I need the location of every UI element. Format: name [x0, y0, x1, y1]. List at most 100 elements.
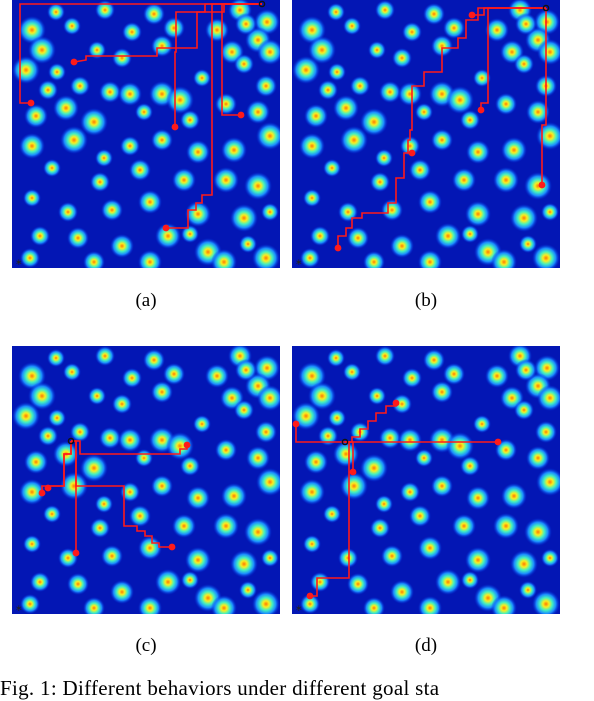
obstacle-blob — [193, 69, 211, 87]
obstacle-blob — [43, 159, 61, 177]
goal-marker — [38, 489, 46, 497]
obstacle-blob — [465, 201, 491, 227]
obstacle-blob — [101, 545, 123, 567]
obstacle-blob — [129, 505, 151, 527]
obstacle-blob — [112, 394, 132, 414]
obstacle-blob — [300, 248, 320, 268]
obstacle-blob — [431, 381, 453, 403]
obstacle-blob — [135, 103, 153, 121]
start-marker — [258, 0, 266, 8]
obstacle-blob — [215, 93, 237, 115]
obstacle-blob — [415, 103, 433, 121]
goal-marker — [27, 99, 35, 107]
obstacle-blob — [370, 172, 390, 192]
obstacle-blob — [163, 17, 185, 39]
obstacle-blob — [138, 190, 162, 214]
obstacle-blob — [363, 597, 385, 614]
obstacle-blob — [519, 235, 537, 253]
obstacle-blob — [400, 482, 420, 502]
obstacle-blob — [90, 172, 110, 192]
planned-path — [541, 8, 547, 185]
goal-marker — [72, 549, 80, 557]
obstacle-blob — [256, 468, 280, 496]
obstacle-blob — [112, 48, 132, 68]
obstacle-blob — [493, 167, 519, 193]
obstacle-blob — [431, 35, 453, 57]
goal-marker — [183, 441, 191, 449]
obstacle-blob — [23, 535, 41, 553]
obstacle-blob — [90, 518, 110, 538]
obstacle-blob — [452, 168, 476, 192]
goal-marker — [306, 592, 314, 600]
obstacle-blob — [318, 426, 338, 446]
obstacle-blob — [151, 129, 173, 151]
panel-a-heatmap: ∗ — [12, 0, 280, 268]
obstacle-blob — [333, 95, 359, 121]
obstacle-blob — [261, 549, 279, 567]
obstacle-blob — [28, 36, 56, 64]
obstacle-blob — [536, 468, 560, 496]
obstacle-blob — [392, 394, 412, 414]
obstacle-blob — [129, 159, 151, 181]
obstacle-blob — [43, 505, 61, 523]
goal-marker — [168, 543, 176, 551]
goal-marker — [349, 468, 357, 476]
obstacle-blob — [205, 364, 229, 388]
goal-marker — [538, 181, 546, 189]
obstacle-blob — [181, 571, 199, 589]
obstacle-blob — [80, 108, 108, 136]
obstacle-blob — [340, 472, 368, 500]
goal-marker — [408, 149, 416, 157]
obstacle-blob — [221, 137, 247, 163]
obstacle-blob — [213, 513, 239, 539]
obstacle-blob — [95, 346, 115, 366]
goal-marker — [477, 106, 485, 114]
start-marker — [341, 438, 349, 446]
obstacle-blob — [466, 486, 490, 510]
obstacle-blob — [155, 223, 181, 249]
obstacle-blob — [323, 505, 341, 523]
obstacle-blob — [452, 514, 476, 538]
obstacle-blob — [375, 0, 395, 20]
obstacle-blob — [63, 17, 81, 35]
obstacle-blob — [526, 100, 550, 124]
obstacle-blob — [151, 475, 173, 497]
obstacle-blob — [239, 235, 257, 253]
obstacle-blob — [381, 199, 403, 221]
obstacle-blob — [446, 432, 474, 460]
obstacle-blob — [246, 100, 270, 124]
obstacle-blob — [246, 446, 270, 470]
obstacle-blob — [541, 549, 559, 567]
obstacle-blob — [138, 250, 162, 268]
start-marker — [542, 4, 550, 12]
obstacle-blob — [360, 108, 388, 136]
obstacle-blob — [255, 421, 277, 443]
obstacle-blob — [95, 149, 113, 167]
obstacle-blob — [19, 479, 45, 505]
obstacle-blob — [181, 225, 199, 243]
obstacle-blob — [400, 136, 420, 156]
obstacle-blob — [186, 486, 210, 510]
obstacle-blob — [300, 594, 320, 614]
obstacle-blob — [303, 189, 321, 207]
obstacle-blob — [53, 95, 79, 121]
obstacle-blob — [257, 39, 280, 65]
obstacle-blob — [70, 422, 90, 442]
obstacle-blob — [80, 454, 108, 482]
obstacle-blob — [485, 18, 509, 42]
obstacle-blob — [310, 572, 330, 592]
obstacle-blob — [308, 36, 336, 64]
obstacle-blob — [461, 225, 479, 243]
obstacle-blob — [535, 421, 557, 443]
obstacle-blob — [99, 427, 121, 449]
obstacle-blob — [491, 249, 517, 268]
obstacle-blob — [95, 495, 113, 513]
obstacle-blob — [299, 133, 325, 159]
obstacle-blob — [423, 349, 445, 371]
obstacle-blob — [155, 569, 181, 595]
obstacle-blob — [122, 368, 142, 388]
obstacle-blob — [20, 248, 40, 268]
obstacle-blob — [138, 536, 162, 560]
obstacle-blob — [409, 505, 431, 527]
obstacle-blob — [151, 35, 173, 57]
